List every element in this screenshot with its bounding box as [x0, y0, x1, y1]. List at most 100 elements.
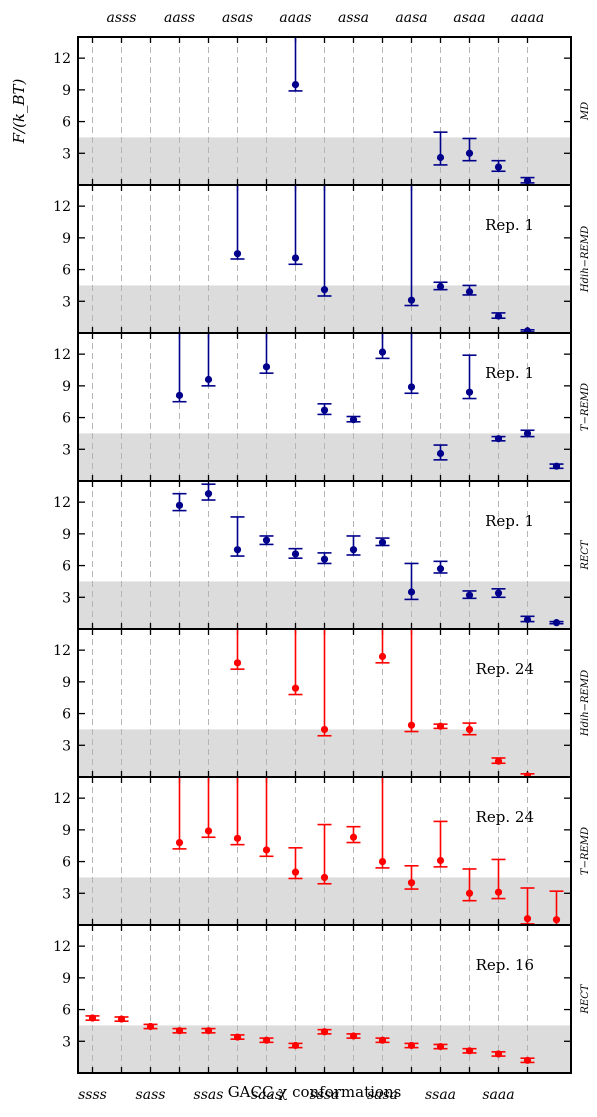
data-point	[523, 615, 532, 624]
panel-marks	[85, 1014, 535, 1064]
data-point	[523, 772, 532, 777]
bottom-conformation-label: sssa	[310, 1087, 340, 1103]
data-point	[523, 1056, 532, 1064]
method-label: T−REMD	[580, 827, 591, 875]
method-label: RECT	[580, 983, 591, 1014]
data-point	[494, 589, 503, 597]
x-axis-label: GACC χ conformations	[228, 1083, 402, 1101]
data-point	[233, 659, 242, 667]
method-label: RECT	[580, 539, 591, 570]
y-tick-label: 9	[62, 83, 71, 99]
data-point	[407, 879, 416, 887]
top-conformation-label: assa	[338, 10, 369, 26]
y-tick-label: 6	[62, 411, 71, 427]
panel-marks	[172, 777, 564, 925]
y-tick-label: 12	[53, 791, 71, 807]
panel-marks	[230, 629, 535, 777]
data-point	[291, 254, 300, 262]
data-point	[320, 286, 329, 294]
data-point	[320, 873, 329, 882]
data-point	[291, 550, 300, 558]
data-point	[320, 725, 329, 734]
data-point	[436, 449, 445, 458]
data-point	[494, 435, 503, 443]
replica-label: Rep. 1	[485, 512, 534, 530]
y-tick-label: 9	[62, 971, 71, 987]
data-point	[233, 546, 242, 554]
replica-label: Rep. 16	[476, 956, 534, 974]
data-point	[494, 1050, 503, 1058]
data-point	[378, 1036, 387, 1044]
data-point	[262, 846, 271, 854]
data-point	[494, 757, 503, 765]
y-tick-label: 12	[53, 199, 71, 215]
data-point	[523, 429, 532, 438]
data-point	[175, 838, 184, 847]
data-point	[262, 363, 271, 371]
data-point	[233, 834, 242, 842]
y-tick-label: 3	[62, 738, 71, 754]
data-point	[378, 652, 387, 661]
y-tick-label: 3	[62, 294, 71, 310]
y-axis-label: F/(k_BT)	[10, 78, 28, 144]
bottom-conformation-label: saaa	[482, 1087, 514, 1103]
data-point	[465, 388, 474, 396]
data-point	[465, 591, 474, 599]
top-conformation-label: aaaa	[511, 10, 544, 26]
data-point	[349, 1032, 358, 1040]
replica-label: Rep. 1	[485, 364, 534, 382]
y-tick-label: 3	[62, 146, 71, 162]
bottom-conformation-label: ssss	[78, 1087, 107, 1103]
top-conformation-label: asas	[222, 10, 253, 26]
method-label: Hdih−REMD	[580, 670, 591, 737]
replica-label: Rep. 24	[476, 660, 534, 678]
data-point	[436, 282, 445, 291]
data-point	[523, 915, 532, 923]
data-point	[233, 250, 242, 258]
y-tick-label: 3	[62, 590, 71, 606]
data-point	[175, 501, 184, 509]
bottom-conformation-label: ssas	[194, 1087, 224, 1103]
replica-label: Rep. 1	[485, 216, 534, 234]
panel-frame	[77, 924, 572, 1074]
data-point	[494, 163, 503, 171]
data-point	[523, 327, 532, 333]
y-tick-label: 12	[53, 939, 71, 955]
data-point	[204, 490, 213, 498]
data-point	[552, 462, 561, 470]
data-point	[378, 348, 387, 356]
data-point	[407, 721, 416, 729]
data-point	[465, 889, 474, 897]
y-tick-label: 6	[62, 263, 71, 279]
y-tick-label: 3	[62, 442, 71, 458]
data-point	[494, 888, 503, 896]
y-tick-label: 9	[62, 675, 71, 691]
data-point	[436, 565, 445, 573]
y-tick-label: 9	[62, 823, 71, 839]
panel-marks	[230, 185, 535, 333]
bottom-conformation-label: sasa	[367, 1087, 398, 1103]
top-conformation-label: asaa	[453, 10, 485, 26]
y-tick-label: 12	[53, 347, 71, 363]
data-point	[233, 1033, 242, 1041]
y-tick-label: 6	[62, 855, 71, 871]
data-point	[320, 1028, 329, 1036]
method-label: Hdih−REMD	[580, 226, 591, 293]
data-point	[465, 149, 474, 157]
y-tick-label: 12	[53, 643, 71, 659]
data-point	[465, 1047, 474, 1055]
data-point	[407, 296, 416, 304]
data-point	[436, 1042, 445, 1051]
y-tick-label: 6	[62, 115, 71, 131]
bottom-conformation-label: ssaa	[425, 1087, 456, 1103]
data-point	[291, 1041, 300, 1050]
y-tick-label: 3	[62, 886, 71, 902]
data-point	[378, 857, 387, 866]
data-point	[349, 546, 358, 554]
data-point	[436, 856, 445, 865]
data-point	[262, 536, 271, 544]
data-point	[407, 1041, 416, 1050]
y-tick-label: 6	[62, 707, 71, 723]
y-tick-label: 9	[62, 231, 71, 247]
